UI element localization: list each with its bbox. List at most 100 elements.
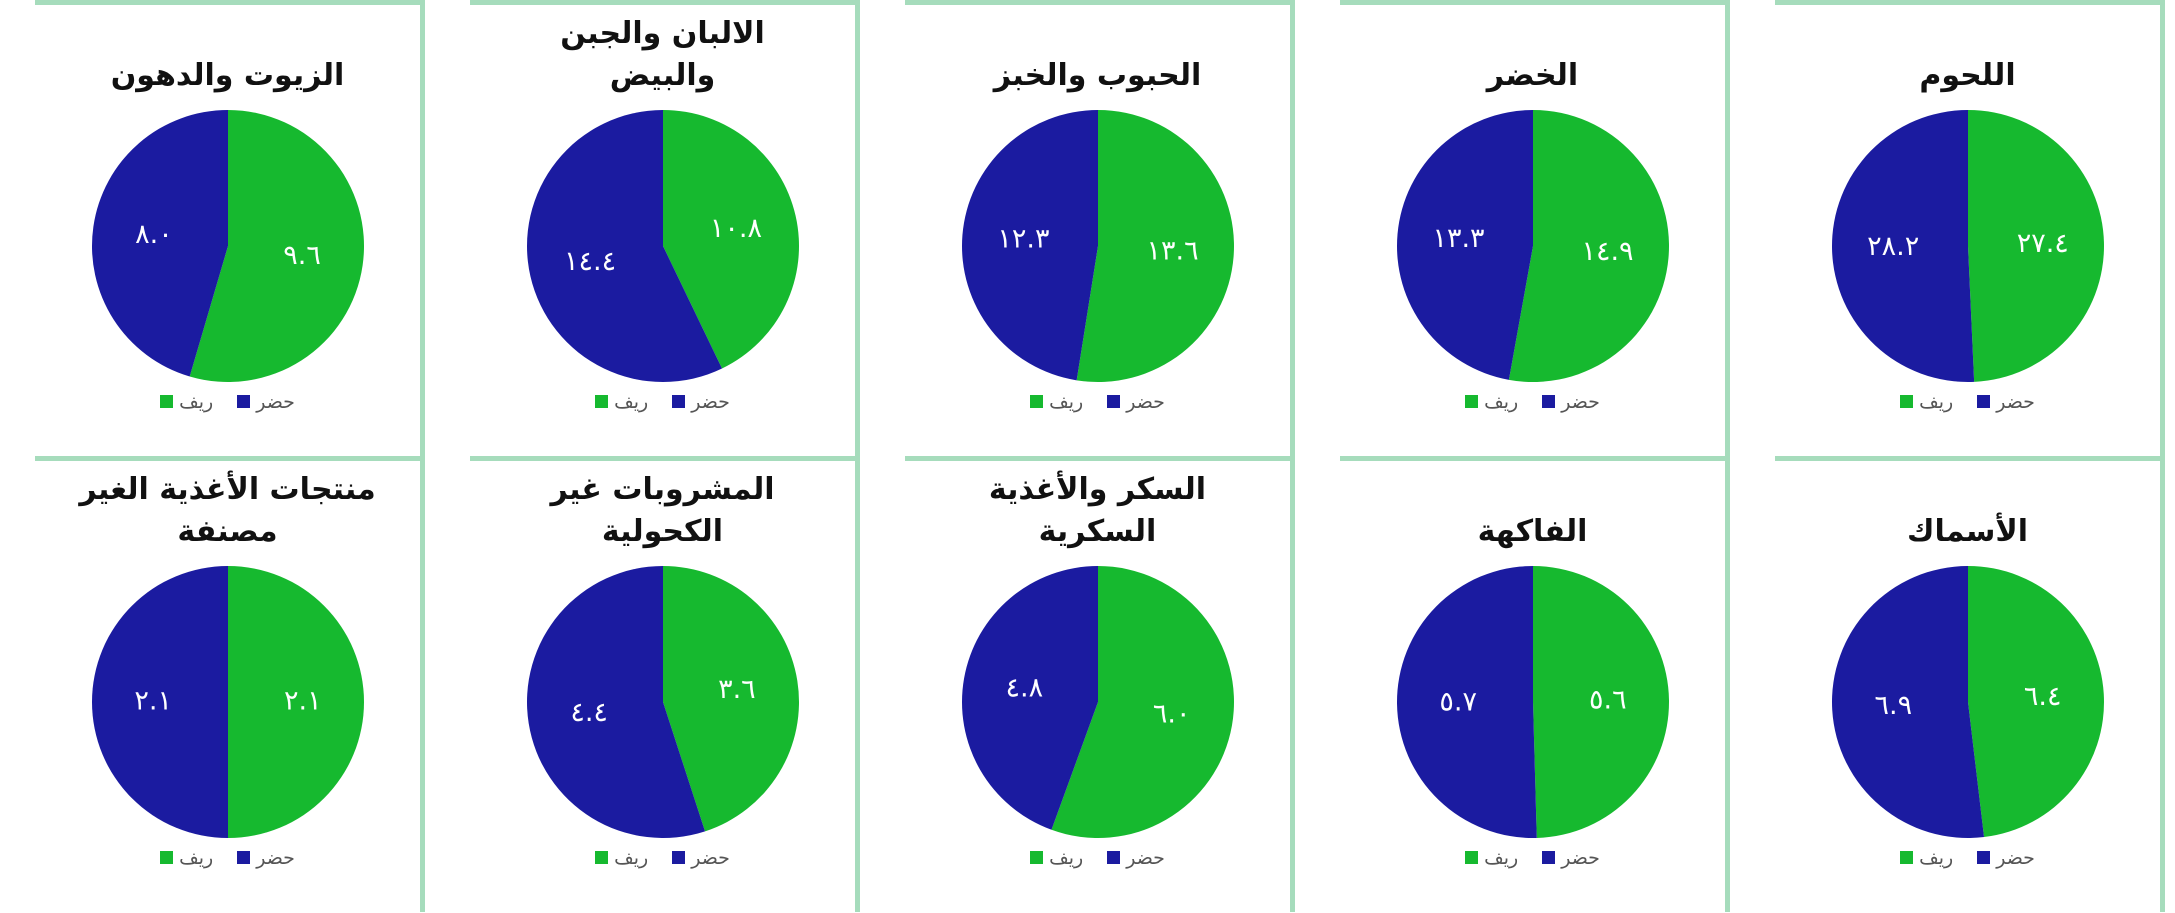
pie-slice xyxy=(1396,566,1537,838)
legend: ريف حضر xyxy=(160,391,295,413)
legend-swatch xyxy=(160,851,174,864)
legend-swatch xyxy=(160,395,174,408)
pie-slice xyxy=(526,110,722,382)
pie-slice xyxy=(91,110,228,377)
legend-label: حضر xyxy=(1561,847,1600,869)
pie-slice xyxy=(1831,566,1984,838)
legend: ريف حضر xyxy=(1900,847,2035,869)
chart-title: الخضر xyxy=(1486,58,1579,93)
pie-chart: ٩.٦ ٨.٠ xyxy=(91,110,364,382)
legend-item: حضر xyxy=(237,847,295,869)
pie-slice xyxy=(662,566,799,832)
data-label: ١٠.٨ xyxy=(709,213,761,244)
data-label: ٦.٩ xyxy=(1874,690,1912,721)
pie-slice xyxy=(1396,109,1533,380)
pie-slice xyxy=(1532,566,1669,838)
legend-label: حضر xyxy=(1996,391,2035,413)
pie-slice xyxy=(526,566,705,838)
pie-slice xyxy=(1831,110,1974,382)
data-label: ٢٨.٢ xyxy=(1867,231,1919,262)
legend-label: ريف xyxy=(1919,391,1954,413)
data-label: ١٢.٣ xyxy=(997,224,1049,255)
legend-label: حضر xyxy=(256,847,295,869)
chart-card: المشروبات غير الكحولية ٣.٦ ٤.٤ ريف حضر xyxy=(470,456,860,912)
pie-slice xyxy=(1967,566,2104,838)
legend-swatch xyxy=(595,851,609,864)
chart-title: الزيوت والدهون xyxy=(110,58,345,93)
data-label: ٢.١ xyxy=(134,686,172,717)
legend-item: ريف xyxy=(595,847,648,869)
pie-slice xyxy=(1050,566,1234,838)
legend-swatch xyxy=(1465,395,1479,408)
legend: ريف حضر xyxy=(1465,391,1600,413)
legend-label: ريف xyxy=(1484,391,1519,413)
pie-chart: ٥.٦ ٥.٧ xyxy=(1396,566,1669,838)
data-label: ٤.٤ xyxy=(570,697,608,728)
pie-slice xyxy=(227,566,364,838)
pie-chart: ٢.١ ٢.١ xyxy=(91,566,364,838)
legend-item: ريف xyxy=(1030,847,1083,869)
data-label: ٤.٨ xyxy=(1005,673,1043,704)
pie-chart: ٣.٦ ٤.٤ xyxy=(526,566,799,838)
legend-item: ريف xyxy=(1465,847,1518,869)
chart-card: السكر والأغذية السكرية ٦.٠ ٤.٨ ريف حضر xyxy=(905,456,1295,912)
pie-slice xyxy=(91,566,228,838)
pie-slice xyxy=(1967,110,2104,382)
data-label: ٥.٧ xyxy=(1439,687,1477,718)
legend-swatch xyxy=(1107,851,1121,864)
legend-label: ريف xyxy=(1049,847,1084,869)
pie-slice xyxy=(662,110,799,369)
data-label: ٦.٤ xyxy=(2023,681,2061,712)
legend-item: ريف xyxy=(595,391,648,413)
legend: ريف حضر xyxy=(1030,391,1165,413)
legend-item: حضر xyxy=(1977,391,2035,413)
chart-title: منتجات الأغذية الغير مصنفة xyxy=(79,472,376,549)
data-label: ٣.٦ xyxy=(718,674,756,705)
legend-label: ريف xyxy=(1919,847,1954,869)
data-label: ١٣.٣ xyxy=(1432,223,1484,254)
legend-label: حضر xyxy=(1126,391,1165,413)
legend-swatch xyxy=(237,395,251,408)
legend-label: حضر xyxy=(1996,847,2035,869)
chart-title: الالبان والجبن والبيض xyxy=(560,16,765,93)
legend-swatch xyxy=(1900,395,1914,408)
legend: ريف حضر xyxy=(1465,847,1600,869)
chart-title: الفاكهة xyxy=(1477,514,1588,549)
data-label: ١٣.٦ xyxy=(1146,235,1198,266)
legend-item: حضر xyxy=(1542,847,1600,869)
chart-card: الزيوت والدهون ٩.٦ ٨.٠ ريف حضر xyxy=(35,0,425,456)
legend-label: ريف xyxy=(1049,391,1084,413)
chart-title: السكر والأغذية السكرية xyxy=(988,472,1207,549)
chart-card: الفاكهة ٥.٦ ٥.٧ ريف حضر xyxy=(1340,456,1730,912)
data-label: ٩.٦ xyxy=(283,240,321,271)
legend-swatch xyxy=(1977,395,1991,408)
chart-card: الالبان والجبن والبيض ١٠.٨ ١٤.٤ ريف حضر xyxy=(470,0,860,456)
legend-item: حضر xyxy=(672,847,730,869)
legend-item: ريف xyxy=(1030,391,1083,413)
pie-slice xyxy=(961,109,1098,381)
legend: ريف حضر xyxy=(595,847,730,869)
pie-chart: ١٤.٩ ١٣.٣ xyxy=(1396,109,1669,382)
legend-item: ريف xyxy=(1900,847,1953,869)
legend-item: ريف xyxy=(160,847,213,869)
pie-chart: ٢٧.٤ ٢٨.٢ xyxy=(1831,110,2104,382)
legend-label: ريف xyxy=(614,847,649,869)
data-label: ١٤.٤ xyxy=(564,246,616,277)
legend-item: حضر xyxy=(1542,391,1600,413)
legend-item: حضر xyxy=(1107,391,1165,413)
data-label: ٦.٠ xyxy=(1152,698,1190,729)
legend: ريف حضر xyxy=(1900,391,2035,413)
legend-item: حضر xyxy=(1107,847,1165,869)
legend-item: حضر xyxy=(672,391,730,413)
pie-slice xyxy=(189,110,364,382)
legend-swatch xyxy=(1107,395,1121,408)
legend-label: ريف xyxy=(179,847,214,869)
pie-chart: ١٠.٨ ١٤.٤ xyxy=(526,110,799,382)
legend-swatch xyxy=(672,395,686,408)
legend-item: حضر xyxy=(237,391,295,413)
legend-label: ريف xyxy=(1484,847,1519,869)
pie-chart: ٦.٤ ٦.٩ xyxy=(1831,566,2104,838)
legend-label: حضر xyxy=(256,391,295,413)
chart-card: الحبوب والخبز ١٣.٦ ١٢.٣ ريف حضر xyxy=(905,0,1295,456)
